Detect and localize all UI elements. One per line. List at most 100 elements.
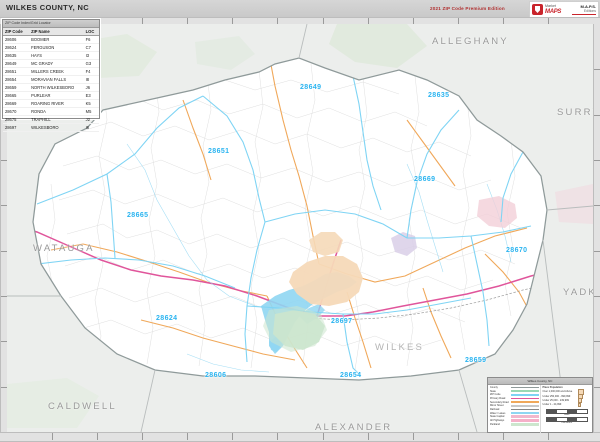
legend-row-swatch [511,408,539,411]
loc-cell: I6 [83,123,99,132]
scale-bar-km [545,417,588,423]
table-row[interactable]: 28659 NORTH WILKESBORO J6 [3,83,99,92]
map-legend-title: Wilkes County, NC [488,378,592,385]
loc-cell: C7 [83,43,99,52]
name-cell: PURLEAR [29,91,84,100]
brand-mark-icon [532,4,543,15]
ruler-right [593,24,600,432]
loc-cell: J6 [83,83,99,92]
legend-row: ZIP Code [490,393,539,397]
edition-label: 2021 ZIP Code Premium Edition [430,5,505,11]
map-canvas[interactable]: 28649 28635 28651 28669 28665 28670 28624 28697… [7,24,593,432]
brand-line-4: Editions [583,8,596,13]
legend-line-list: County State ZIP Code Primary Road Secondary… [488,384,541,433]
streams [126,143,512,373]
table-row[interactable]: 28665 PURLEAR E3 [3,91,99,100]
zip-cell: 28659 [3,83,30,92]
legend-row-label: All Highways [490,419,505,423]
legend-row-label: Minor Street [490,404,504,408]
name-cell: FERGUSON [29,43,84,52]
table-row[interactable]: 28649 MC GRADY G3 [3,59,99,68]
legend-row-label: ZIP Code [490,393,501,397]
name-cell: NORTH WILKESBORO [29,83,84,92]
county-name-label: CALDWELL [48,401,117,412]
legend-place-list: Over 1,000,000 and Above Under 250,000 - … [542,388,592,408]
zip-index-panel[interactable]: ZIP Code Index/Grid Locator ZIP Code ZIP… [2,19,100,132]
legend-row-label: Secondary Road [490,400,509,404]
brand-rule [572,13,596,15]
legend-row: Parkland [490,422,539,426]
legend-row: State Capital [490,415,539,419]
zip-cell: 28654 [3,75,30,84]
legend-row-swatch [511,404,539,407]
table-row[interactable]: 28624 FERGUSON C7 [3,43,99,52]
brand-line-2: MAPS [545,9,562,15]
loc-cell: F4 [83,67,99,76]
county-name-label: ALEXANDER [315,422,393,432]
zip-code-label: 28670 [506,247,528,254]
park-tint-north2 [195,36,255,70]
loc-cell: J2 [83,115,99,124]
legend-row-swatch [511,412,539,414]
legend-row-label: Railroad [490,407,500,411]
brand-logo: Market MAPS M.A.P.S. Editions [529,1,599,18]
legend-row: Minor Street [490,404,539,408]
zip-code-label: 28649 [300,84,322,91]
zip-code-label: 28697 [331,318,353,325]
zip-code-label: 28654 [340,372,362,379]
loc-cell: M5 [83,107,99,116]
scale-bar-miles-label: Miles [564,414,570,417]
county-name-label: ALLEGHANY [432,36,509,47]
legend-row-label: Parkland [490,422,500,426]
zip-cell: 28665 [3,91,30,100]
legend-row: Railroad [490,408,539,412]
map-legend-panel[interactable]: Wilkes County, NC County State ZIP Code Pri… [487,377,593,433]
table-row[interactable]: 28697 WILKESBORO I6 [3,123,99,132]
zip-index-body: 28606 BOOMER F6 28624 FERGUSON C7 28635 HAYS I3 2… [3,35,99,132]
legend-row-swatch [511,419,539,423]
legend-row: County [490,386,539,390]
county-name-label: YADKIN [563,287,593,298]
table-row[interactable]: 28675 TRAPHILL J2 [3,115,99,124]
scale-bars: Miles Kilometers [543,409,592,424]
zip-cell: 28670 [3,107,30,116]
zip-cell: 28635 [3,51,30,60]
table-row[interactable]: 28635 HAYS I3 [3,51,99,60]
table-row[interactable]: 28651 MILLERS CREEK F4 [3,67,99,76]
legend-place-row: Under 25,000 - 249,999 [542,398,592,403]
table-row[interactable]: 28606 BOOMER F6 [3,35,99,44]
legend-place-label: Under 1 - 24,999 [542,403,562,407]
legend-places-header: Place Population [542,385,563,389]
loc-cell: F6 [83,35,99,44]
zip-cell: 28675 [3,115,30,124]
column-header-zip: ZIP Code [3,28,30,36]
table-row[interactable]: 28669 ROARING RIVER K5 [3,99,99,108]
loc-cell: K5 [83,99,99,108]
zip-code-label: 28635 [428,92,450,99]
zip-code-label: 28659 [465,357,487,364]
legend-row: Water / Lakes [490,411,539,415]
legend-row-label: County [490,385,498,389]
name-cell: MC GRADY [29,59,84,68]
zip-code-label: 28669 [414,176,436,183]
name-cell: BOOMER [29,35,84,44]
table-row[interactable]: 28670 RONDA M5 [3,107,99,116]
name-cell: WILKESBORO [29,123,84,132]
brand-line-1: Market [545,3,556,8]
county-name-label: WILKES [375,342,425,353]
ruler-bottom [0,432,600,442]
zip-code-label: 28606 [205,372,227,379]
name-cell: RONDA [29,107,84,116]
zip-code-label: 28651 [208,148,230,155]
zip-cell: 28624 [3,43,30,52]
table-row[interactable]: 28654 MORAVIAN FALLS I8 [3,75,99,84]
county-name-label: WATAUGA [33,243,95,254]
legend-place-label: Under 25,000 - 249,999 [542,398,569,402]
scale-bar-km-label: Kilometers [561,422,573,425]
legend-row-swatch [511,390,539,392]
legend-place-row: Under 1 - 24,999 [543,403,592,407]
park-tint-north [329,24,427,68]
name-cell: HAYS [29,51,84,60]
legend-row-swatch [511,393,539,396]
legend-row-swatch [511,386,539,389]
